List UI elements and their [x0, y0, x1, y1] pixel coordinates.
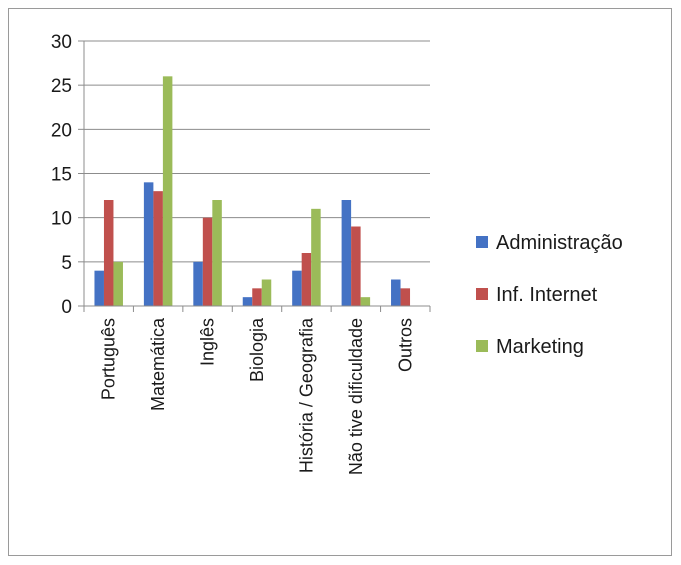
axes [78, 40, 431, 312]
bar [162, 76, 173, 306]
bar [143, 182, 154, 306]
legend-swatch [476, 288, 488, 300]
y-tick-label: 25 [51, 76, 72, 97]
bars [94, 76, 411, 306]
category-label: Português [99, 318, 119, 400]
y-tick-label: 0 [61, 297, 72, 318]
legend-label: Inf. Internet [496, 284, 598, 306]
bar [252, 288, 262, 306]
legend-label: Administração [496, 232, 623, 254]
bar [153, 191, 163, 306]
category-label: Biologia [247, 317, 267, 382]
category-label: História / Geografia [296, 317, 316, 473]
bar [391, 279, 401, 306]
bar [113, 261, 123, 306]
legend-swatch [476, 236, 488, 248]
y-tick-label: 5 [61, 253, 72, 274]
bar [351, 226, 361, 306]
bar [94, 270, 104, 306]
bar [311, 208, 321, 306]
y-tick-label: 15 [51, 165, 72, 186]
bar [212, 200, 222, 306]
y-tick-label: 10 [51, 209, 72, 230]
legend-swatch [476, 340, 488, 352]
legend: Administração Inf. Internet Marketing [476, 232, 623, 358]
bar [301, 253, 312, 306]
legend-label: Marketing [496, 336, 584, 358]
y-tick-labels: 0 5 10 15 20 25 30 [51, 32, 72, 318]
category-label: Não tive dificuldade [346, 318, 366, 475]
bar [103, 200, 114, 306]
bar [193, 261, 203, 306]
y-tick-label: 20 [51, 120, 72, 141]
category-label: Matemática [148, 317, 168, 411]
bar [202, 217, 213, 306]
bar [242, 297, 253, 306]
bar [360, 297, 371, 306]
category-labels: Português Matemática Inglês Biologia Históri… [99, 317, 416, 475]
bar [261, 279, 272, 306]
category-label: Inglês [198, 318, 218, 366]
y-tick-label: 30 [51, 32, 72, 53]
category-label: Outros [395, 318, 415, 372]
bar [400, 288, 411, 306]
bar [341, 200, 352, 306]
bar [292, 270, 302, 306]
gridlines [84, 40, 430, 263]
